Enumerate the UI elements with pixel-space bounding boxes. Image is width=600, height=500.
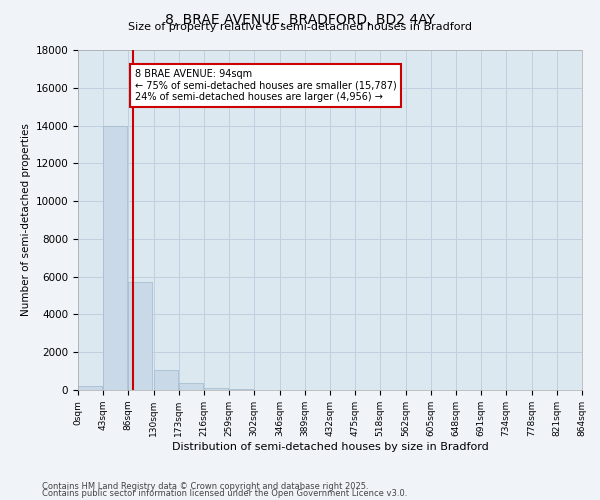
Text: Contains HM Land Registry data © Crown copyright and database right 2025.: Contains HM Land Registry data © Crown c… xyxy=(42,482,368,491)
Text: 8 BRAE AVENUE: 94sqm
← 75% of semi-detached houses are smaller (15,787)
24% of s: 8 BRAE AVENUE: 94sqm ← 75% of semi-detac… xyxy=(134,69,397,102)
Bar xyxy=(204,388,229,390)
Bar xyxy=(103,126,127,390)
Y-axis label: Number of semi-detached properties: Number of semi-detached properties xyxy=(22,124,31,316)
Bar xyxy=(154,370,178,390)
Bar xyxy=(78,386,103,390)
X-axis label: Distribution of semi-detached houses by size in Bradford: Distribution of semi-detached houses by … xyxy=(172,442,488,452)
Bar xyxy=(128,282,152,390)
Bar xyxy=(229,389,253,390)
Text: Size of property relative to semi-detached houses in Bradford: Size of property relative to semi-detach… xyxy=(128,22,472,32)
Text: 8, BRAE AVENUE, BRADFORD, BD2 4AY: 8, BRAE AVENUE, BRADFORD, BD2 4AY xyxy=(165,12,435,26)
Text: Contains public sector information licensed under the Open Government Licence v3: Contains public sector information licen… xyxy=(42,490,407,498)
Bar xyxy=(179,383,203,390)
